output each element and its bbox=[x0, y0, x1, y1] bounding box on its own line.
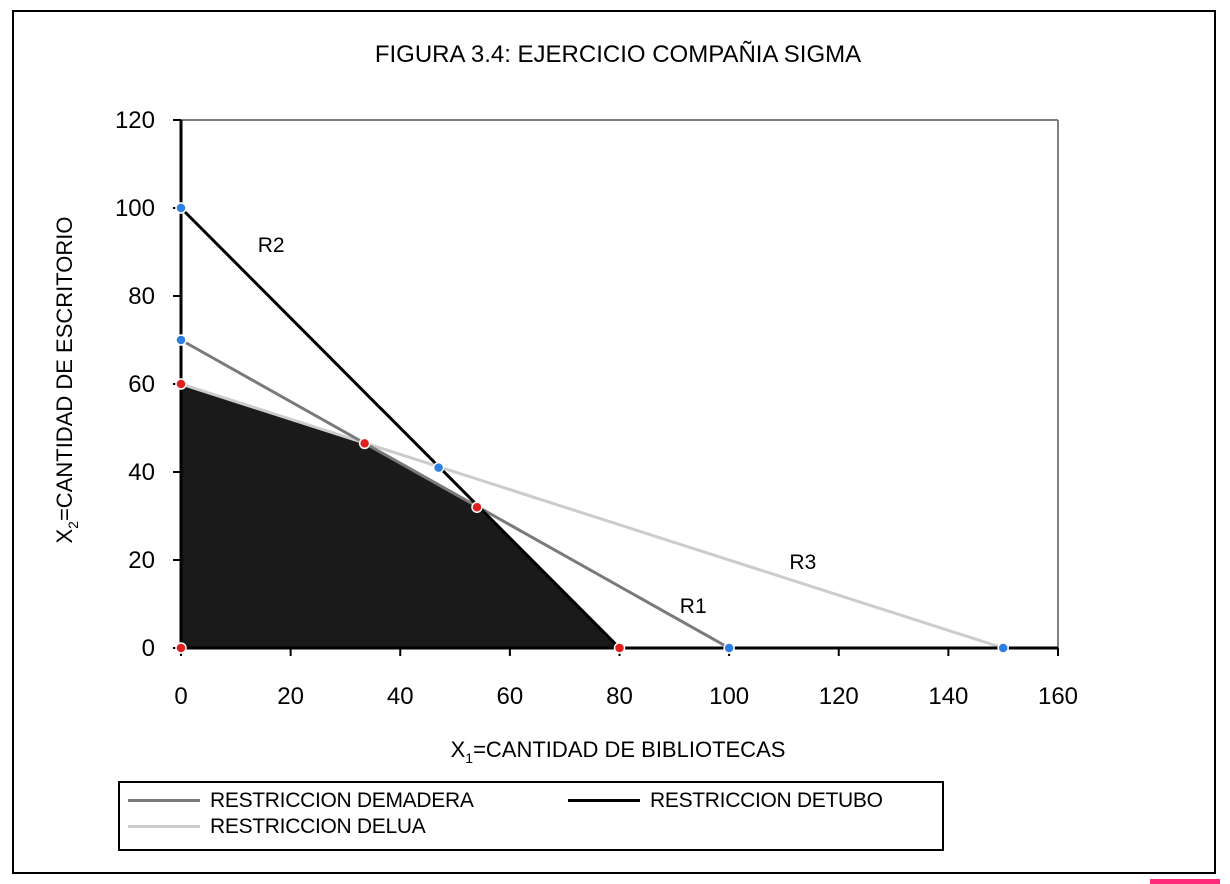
y-tick-label: 20 bbox=[128, 547, 155, 574]
legend-item-tubo: RESTRICCION DETUBO bbox=[568, 790, 883, 811]
y-tick-label: 40 bbox=[128, 459, 155, 486]
x-tick-label: 160 bbox=[1038, 683, 1078, 710]
legend-item-lua: RESTRICCION DELUA bbox=[128, 815, 426, 838]
x-axis-label-sub: 1 bbox=[465, 750, 473, 766]
y-axis-label: X2=CANTIDAD DE ESCRITORIO bbox=[52, 216, 81, 543]
x-axis-label: X1=CANTIDAD DE BIBLIOTECAS bbox=[451, 737, 786, 766]
y-tick-label: 0 bbox=[142, 635, 155, 662]
legend-label-lua: RESTRICCION DELUA bbox=[210, 815, 426, 838]
marked-point bbox=[432, 461, 445, 474]
x-axis-label-text: =CANTIDAD DE BIBLIOTECAS bbox=[473, 737, 785, 762]
constraint-line-r2 bbox=[179, 206, 621, 650]
y-tick-label: 80 bbox=[128, 283, 155, 310]
marked-point bbox=[613, 642, 626, 654]
marked-point bbox=[175, 378, 187, 390]
corner-marker bbox=[1150, 879, 1220, 884]
marked-point bbox=[175, 334, 187, 346]
marked-point bbox=[997, 642, 1009, 654]
legend-label-madera: RESTRICCION DEMADERA bbox=[210, 789, 474, 812]
y-axis-label-text: =CANTIDAD DE ESCRITORIO bbox=[52, 216, 77, 521]
constraint-line-r3 bbox=[180, 382, 1004, 650]
x-axis-label-var: X bbox=[451, 737, 466, 762]
chart-legend: RESTRICCION DEMADERA RESTRICCION DETUBO … bbox=[118, 781, 944, 851]
x-tick-label: 120 bbox=[819, 683, 859, 710]
y-axis-label-var: X bbox=[52, 529, 77, 544]
x-tick-label: 40 bbox=[387, 683, 414, 710]
y-tick-label: 120 bbox=[115, 107, 155, 134]
x-tick-label: 140 bbox=[928, 683, 968, 710]
x-tick-label: 100 bbox=[709, 683, 749, 710]
constraint-label-r3: R3 bbox=[789, 551, 816, 574]
x-tick-label: 60 bbox=[497, 683, 524, 710]
legend-swatch-madera bbox=[128, 799, 200, 802]
x-tick-label: 80 bbox=[606, 683, 633, 710]
legend-swatch-tubo bbox=[568, 799, 640, 802]
constraint-label-r2: R2 bbox=[258, 234, 285, 257]
legend-label-tubo: RESTRICCION DETUBO bbox=[650, 789, 883, 812]
marked-point bbox=[175, 642, 187, 654]
chart-frame bbox=[12, 10, 1216, 874]
constraint-line-r1 bbox=[180, 338, 730, 650]
marked-point bbox=[175, 202, 187, 214]
marked-point bbox=[358, 437, 371, 450]
y-tick-label: 100 bbox=[115, 195, 155, 222]
legend-swatch-lua bbox=[128, 825, 200, 828]
legend-item-madera: RESTRICCION DEMADERA bbox=[128, 790, 474, 811]
y-axis-label-sub: 2 bbox=[65, 521, 81, 529]
y-tick-label: 60 bbox=[128, 371, 155, 398]
feasible-region bbox=[181, 384, 620, 648]
marked-point bbox=[471, 501, 483, 513]
chart-title: FIGURA 3.4: EJERCICIO COMPAÑIA SIGMA bbox=[375, 41, 861, 68]
constraint-label-r1: R1 bbox=[680, 595, 707, 618]
x-tick-label: 0 bbox=[174, 683, 187, 710]
plot-area: R3 R1 R2 0 20 40 60 80 100 120 0 20 40 60 80 100 120 140 1… bbox=[115, 107, 1078, 710]
marked-point bbox=[723, 642, 735, 654]
x-tick-label: 20 bbox=[277, 683, 304, 710]
